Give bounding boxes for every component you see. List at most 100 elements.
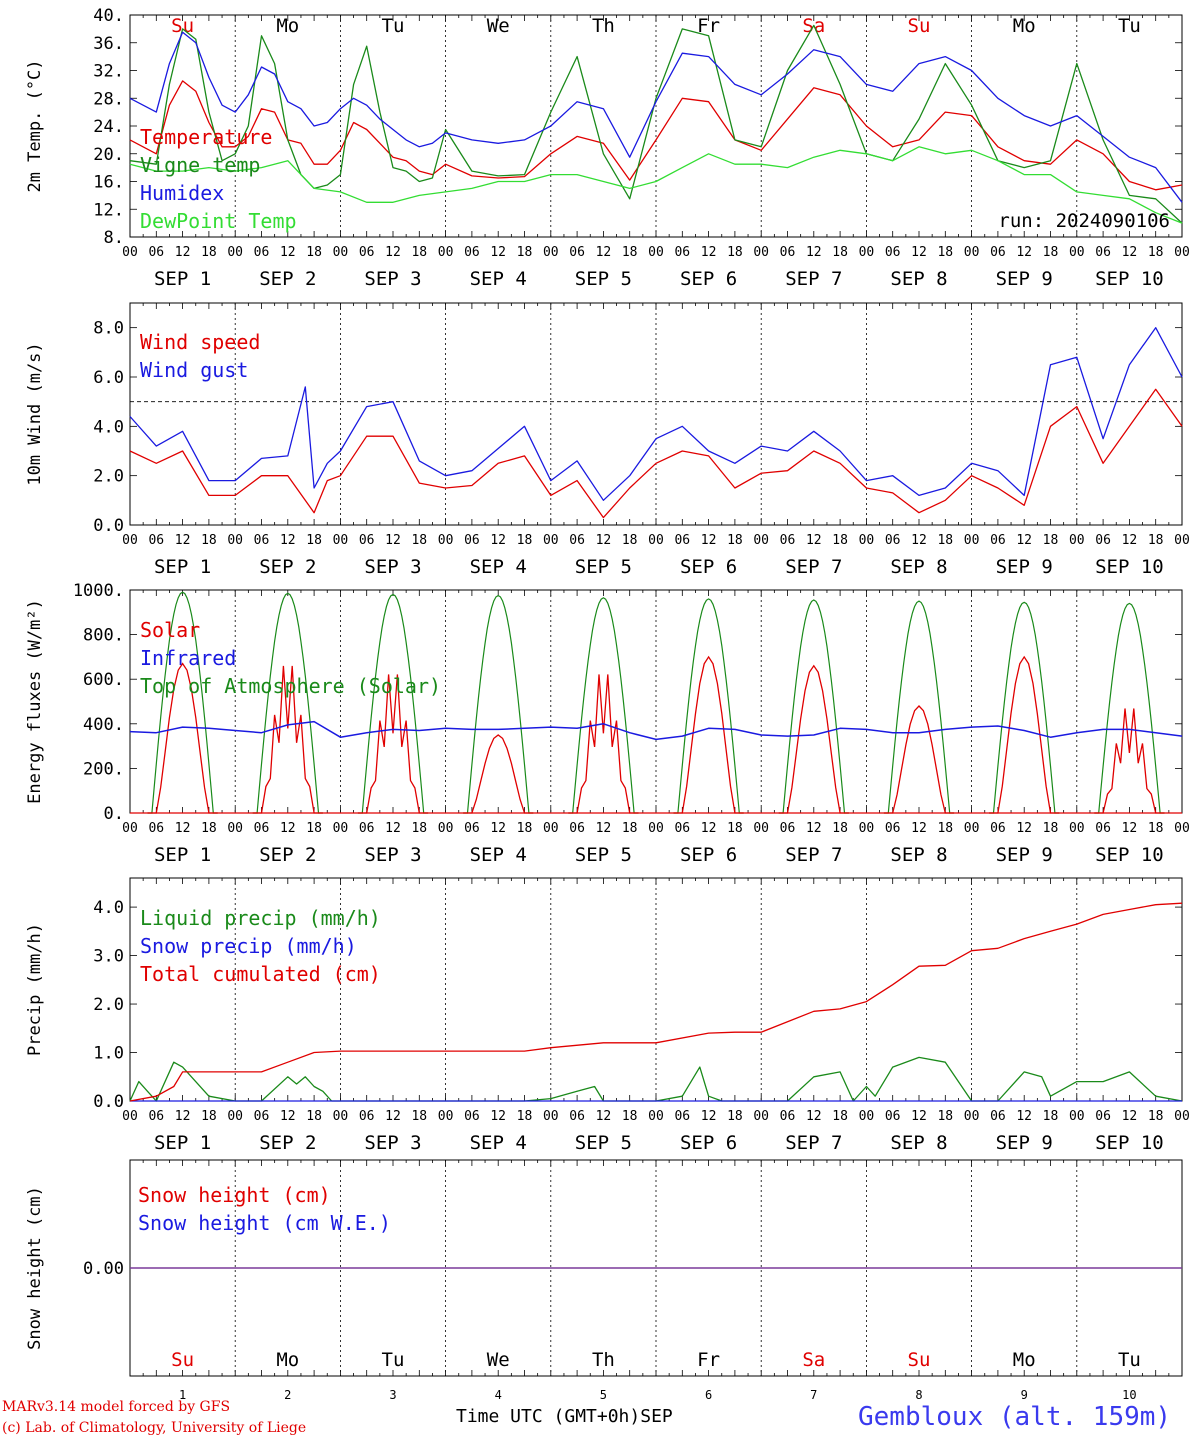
hour-label: 12 bbox=[385, 821, 401, 836]
hour-label: 06 bbox=[780, 533, 796, 548]
hour-label: 00 bbox=[227, 1109, 243, 1124]
hour-label: 06 bbox=[674, 1109, 690, 1124]
hour-label: 00 bbox=[859, 821, 875, 836]
date-label: SEP 6 bbox=[680, 556, 737, 578]
date-label: SEP 7 bbox=[785, 556, 842, 578]
date-label: SEP 6 bbox=[680, 268, 737, 290]
date-label: SEP 8 bbox=[890, 268, 947, 290]
y-tick-label: 0.00 bbox=[83, 1259, 124, 1279]
day-name-label: We bbox=[487, 1349, 510, 1371]
day-name-label: Sa bbox=[802, 1349, 825, 1371]
y-tick-label: 24. bbox=[93, 117, 124, 137]
series-line-toa-solar bbox=[989, 601, 1060, 814]
hour-label: 00 bbox=[753, 1109, 769, 1124]
hour-label: 18 bbox=[411, 245, 427, 260]
day-name-label: Fr bbox=[697, 15, 720, 37]
hour-label: 18 bbox=[1043, 245, 1059, 260]
series-line-solar bbox=[778, 664, 849, 814]
day-name-label: Th bbox=[592, 15, 615, 37]
day-name-label: Su bbox=[908, 15, 931, 37]
hour-label: 06 bbox=[359, 821, 375, 836]
y-tick-label: 200. bbox=[83, 759, 124, 779]
series-line-toa-solar bbox=[883, 600, 955, 814]
hour-label: 06 bbox=[780, 1109, 796, 1124]
legend-entry: Solar bbox=[140, 618, 200, 642]
hour-label: 12 bbox=[490, 245, 506, 260]
hour-label: 06 bbox=[1095, 533, 1111, 548]
hour-label: 12 bbox=[806, 821, 822, 836]
hour-label: 18 bbox=[306, 533, 322, 548]
hour-label: 00 bbox=[648, 245, 664, 260]
hour-label: 00 bbox=[122, 245, 138, 260]
date-label: SEP 9 bbox=[996, 844, 1053, 866]
y-tick-label: 20. bbox=[93, 145, 124, 165]
series-line-solar bbox=[463, 734, 534, 814]
legend-entry: Snow height (cm W.E.) bbox=[138, 1211, 391, 1235]
hour-label: 00 bbox=[648, 821, 664, 836]
date-label: SEP 4 bbox=[470, 844, 527, 866]
hour-label: 06 bbox=[464, 821, 480, 836]
hour-label: 18 bbox=[622, 245, 638, 260]
hour-label: 18 bbox=[1043, 1109, 1059, 1124]
legend-entry: Vigne temp bbox=[140, 153, 260, 177]
hour-label: 12 bbox=[911, 533, 927, 548]
y-tick-label: 1.0 bbox=[93, 1044, 124, 1064]
hour-label: 18 bbox=[306, 821, 322, 836]
legend-entry: Total cumulated (cm) bbox=[140, 962, 381, 986]
date-label: SEP 7 bbox=[785, 1132, 842, 1154]
y-axis-label: Energy fluxes (W/m²) bbox=[25, 599, 45, 804]
hour-label: 18 bbox=[937, 533, 953, 548]
hour-label: 18 bbox=[306, 1109, 322, 1124]
day-name-label: Mo bbox=[276, 15, 299, 37]
hour-label: 06 bbox=[464, 1109, 480, 1124]
hour-label: 12 bbox=[1016, 245, 1032, 260]
y-tick-label: 16. bbox=[93, 173, 124, 193]
panel-wind: 0.0 2.0 4.0 6.0 8.0 10m Wind (m/s) 00 06 12 18 SEP… bbox=[25, 302, 1190, 578]
hour-label: 12 bbox=[175, 533, 191, 548]
day-number-label: 9 bbox=[1021, 1388, 1028, 1402]
series-line-wind-speed bbox=[129, 388, 1183, 519]
date-label: SEP 4 bbox=[470, 268, 527, 290]
station-label: Gembloux (alt. 159m) bbox=[858, 1402, 1172, 1432]
hour-label: 18 bbox=[201, 245, 217, 260]
hour-label: 18 bbox=[1148, 1109, 1164, 1124]
hour-label: 06 bbox=[148, 1109, 164, 1124]
date-label: SEP 8 bbox=[890, 844, 947, 866]
y-tick-label: 32. bbox=[93, 62, 124, 82]
day-name-label: Mo bbox=[1013, 1349, 1036, 1371]
time-axis-label: Time UTC (GMT+0h) bbox=[456, 1406, 641, 1427]
series-line-wind-gust bbox=[129, 327, 1183, 501]
hour-label: 00 bbox=[438, 533, 454, 548]
hour-label: 12 bbox=[911, 821, 927, 836]
date-label: SEP 3 bbox=[364, 844, 421, 866]
y-tick-label: 12. bbox=[93, 200, 124, 220]
date-label: SEP 2 bbox=[259, 268, 316, 290]
y-tick-label: 3.0 bbox=[93, 947, 124, 967]
series-line-solar bbox=[147, 662, 218, 814]
hour-label: 06 bbox=[464, 533, 480, 548]
date-label: SEP 2 bbox=[259, 1132, 316, 1154]
y-tick-label: 2.0 bbox=[93, 995, 124, 1015]
hour-label: 00 bbox=[1069, 245, 1085, 260]
hour-label: 00 bbox=[438, 1109, 454, 1124]
hour-label: 18 bbox=[411, 821, 427, 836]
hour-label: 00 bbox=[122, 821, 138, 836]
legend-entry: Snow height (cm) bbox=[138, 1183, 331, 1207]
hour-label: 06 bbox=[148, 533, 164, 548]
hour-label: 00 bbox=[753, 245, 769, 260]
series-line-solar bbox=[883, 705, 955, 814]
date-label: SEP 5 bbox=[575, 556, 632, 578]
hour-label: 18 bbox=[937, 245, 953, 260]
hour-label: 12 bbox=[596, 821, 612, 836]
y-axis-label: 10m Wind (m/s) bbox=[25, 342, 45, 485]
panel-snow: 0.00 Snow height (cm) Snow height (cm) Snow… bbox=[25, 1159, 1183, 1402]
series-line-solar bbox=[252, 665, 323, 814]
hour-label: 18 bbox=[727, 1109, 743, 1124]
y-tick-label: 400. bbox=[83, 715, 124, 735]
hour-label: 12 bbox=[911, 245, 927, 260]
date-label: SEP 7 bbox=[785, 268, 842, 290]
series-line-toa-solar bbox=[778, 599, 849, 814]
series-line-solar bbox=[568, 674, 639, 814]
hour-label: 18 bbox=[411, 533, 427, 548]
date-label: SEP 8 bbox=[890, 1132, 947, 1154]
